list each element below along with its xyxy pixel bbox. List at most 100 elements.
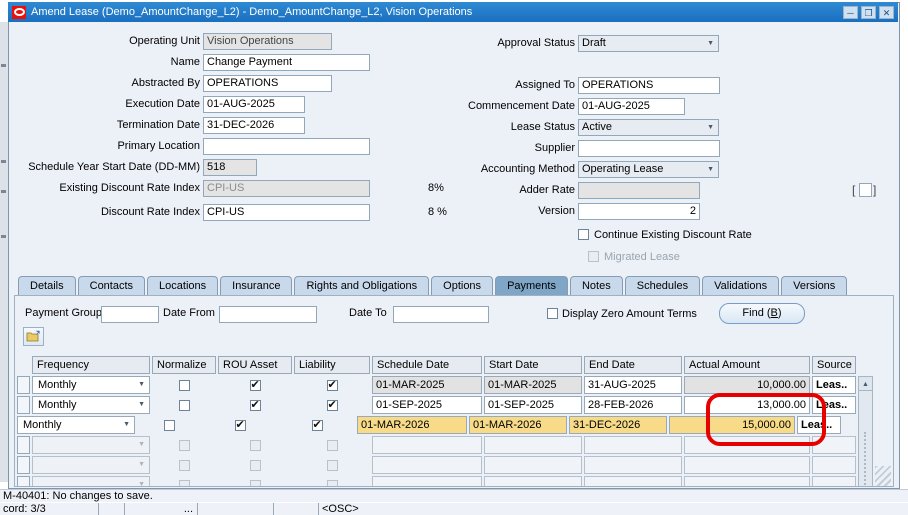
date-from-input[interactable] <box>219 306 317 323</box>
payment-group-input[interactable] <box>101 306 159 323</box>
normalize-checkbox[interactable] <box>163 419 175 431</box>
tab-validations[interactable]: Validations <box>702 276 780 296</box>
primary-location-label: Primary Location <box>117 140 200 152</box>
table-vertical-scrollbar[interactable] <box>858 376 873 486</box>
scroll-tick <box>1 64 6 67</box>
schedule-date-cell[interactable]: 01-SEP-2025 <box>372 396 482 414</box>
name-field[interactable]: Change Payment <box>203 54 370 71</box>
liability-cell <box>294 376 370 394</box>
schedule-year-start-field[interactable]: 518 <box>203 159 257 176</box>
export-button[interactable] <box>23 327 44 346</box>
rou-asset-checkbox[interactable] <box>249 378 261 391</box>
rou-asset-cell <box>218 376 292 394</box>
schedule-date-cell <box>372 476 482 486</box>
row-selector[interactable] <box>17 396 30 414</box>
assigned-to-field[interactable]: OPERATIONS <box>578 77 720 94</box>
migrated-lease-checkbox <box>588 251 599 262</box>
commencement-date-field[interactable]: 01-AUG-2025 <box>578 98 685 115</box>
start-date-header: Start Date <box>484 356 582 374</box>
rou-asset-checkbox[interactable] <box>234 418 246 431</box>
date-from-label: Date From <box>163 307 215 319</box>
tab-notes[interactable]: Notes <box>569 276 623 296</box>
abstracted-by-field[interactable]: OPERATIONS <box>203 75 332 92</box>
primary-location-field[interactable] <box>203 138 370 155</box>
termination-date-field[interactable]: 31-DEC-2026 <box>203 117 305 134</box>
end-date-cell <box>584 476 682 486</box>
bracket-open: [ <box>852 183 856 197</box>
adder-rate-field <box>578 182 700 199</box>
rou-asset-checkbox[interactable] <box>249 398 261 411</box>
scroll-tick <box>1 160 6 163</box>
rou-asset-cell <box>218 396 292 414</box>
tab-payments[interactable]: Payments <box>495 276 568 296</box>
liability-checkbox[interactable] <box>311 418 323 431</box>
close-icon[interactable]: ✕ <box>879 5 894 19</box>
tab-versions[interactable]: Versions <box>781 276 848 296</box>
execution-date-field[interactable]: 01-AUG-2025 <box>203 96 305 113</box>
minimize-icon[interactable]: ─ <box>843 5 858 19</box>
row-selector[interactable] <box>17 456 30 474</box>
tab-locations[interactable]: Locations <box>147 276 219 296</box>
actual-amount-cell[interactable]: 13,000.00 <box>684 396 810 414</box>
scroll-up-icon[interactable] <box>859 377 872 391</box>
scrollbar-track <box>864 432 870 486</box>
schedule-date-cell[interactable]: 01-MAR-2025 <box>372 376 482 394</box>
rou-asset-cell <box>218 436 292 454</box>
continue-existing-discount-rate-checkbox[interactable] <box>578 229 589 240</box>
accounting-method-select[interactable]: Operating Lease <box>578 161 719 178</box>
row-selector[interactable] <box>17 476 30 486</box>
normalize-header: Normalize <box>152 356 216 374</box>
abstracted-by-label: Abstracted By <box>131 77 200 89</box>
tab-details[interactable]: Details <box>18 276 76 296</box>
tab-options[interactable]: Options <box>431 276 494 296</box>
frequency-select[interactable]: Monthly <box>17 416 135 434</box>
discount-rate-index-field[interactable]: CPI-US <box>203 204 370 221</box>
end-date-cell[interactable]: 31-DEC-2026 <box>569 416 667 434</box>
supplier-field[interactable] <box>578 140 720 157</box>
frequency-select[interactable]: Monthly <box>32 396 150 414</box>
actual-amount-cell[interactable]: 10,000.00 <box>684 376 810 394</box>
actual-amount-cell <box>684 476 810 486</box>
row-selector[interactable] <box>17 376 30 394</box>
maximize-icon[interactable]: ❒ <box>861 5 876 19</box>
date-to-input[interactable] <box>393 306 489 323</box>
schedule-date-cell[interactable]: 01-MAR-2026 <box>357 416 467 434</box>
supplier-label: Supplier <box>534 142 575 154</box>
actual-amount-cell <box>684 436 810 454</box>
approval-status-select[interactable]: Draft <box>578 35 719 52</box>
liability-checkbox[interactable] <box>326 398 338 411</box>
source-cell[interactable]: Leas.. <box>797 416 841 434</box>
operating-unit-label: Operating Unit <box>129 35 200 47</box>
date-to-label: Date To <box>349 307 387 319</box>
end-date-cell[interactable]: 28-FEB-2026 <box>584 396 682 414</box>
status-divider <box>124 503 125 515</box>
operating-unit-field[interactable]: Vision Operations <box>203 33 332 50</box>
normalize-checkbox[interactable] <box>178 379 190 391</box>
find-button[interactable]: Find (B) <box>719 303 805 324</box>
liability-checkbox[interactable] <box>326 378 338 391</box>
tab-rights-and-obligations[interactable]: Rights and Obligations <box>294 276 430 296</box>
source-cell[interactable]: Leas.. <box>812 396 856 414</box>
start-date-cell[interactable]: 01-MAR-2025 <box>484 376 582 394</box>
normalize-checkbox[interactable] <box>178 399 190 411</box>
start-date-cell[interactable]: 01-MAR-2026 <box>469 416 567 434</box>
version-field: 2 <box>578 203 700 220</box>
start-date-cell[interactable]: 01-SEP-2025 <box>484 396 582 414</box>
start-date-cell <box>484 456 582 474</box>
display-zero-amount-terms-checkbox[interactable] <box>547 308 558 319</box>
tab-insurance[interactable]: Insurance <box>220 276 293 296</box>
bracket-field[interactable] <box>859 183 872 197</box>
frequency-select[interactable]: Monthly <box>32 376 150 394</box>
status-divider <box>197 503 198 515</box>
actual-amount-cell[interactable]: 15,000.00 <box>669 416 795 434</box>
tab-schedules[interactable]: Schedules <box>624 276 701 296</box>
status-divider <box>98 503 99 515</box>
version-label: Version <box>538 205 575 217</box>
normalize-cell <box>152 456 216 474</box>
source-cell[interactable]: Leas.. <box>812 376 856 394</box>
lease-status-select[interactable]: Active <box>578 119 719 136</box>
end-date-header: End Date <box>584 356 682 374</box>
end-date-cell[interactable]: 31-AUG-2025 <box>584 376 682 394</box>
tab-contacts[interactable]: Contacts <box>77 276 146 296</box>
row-selector[interactable] <box>17 436 30 454</box>
